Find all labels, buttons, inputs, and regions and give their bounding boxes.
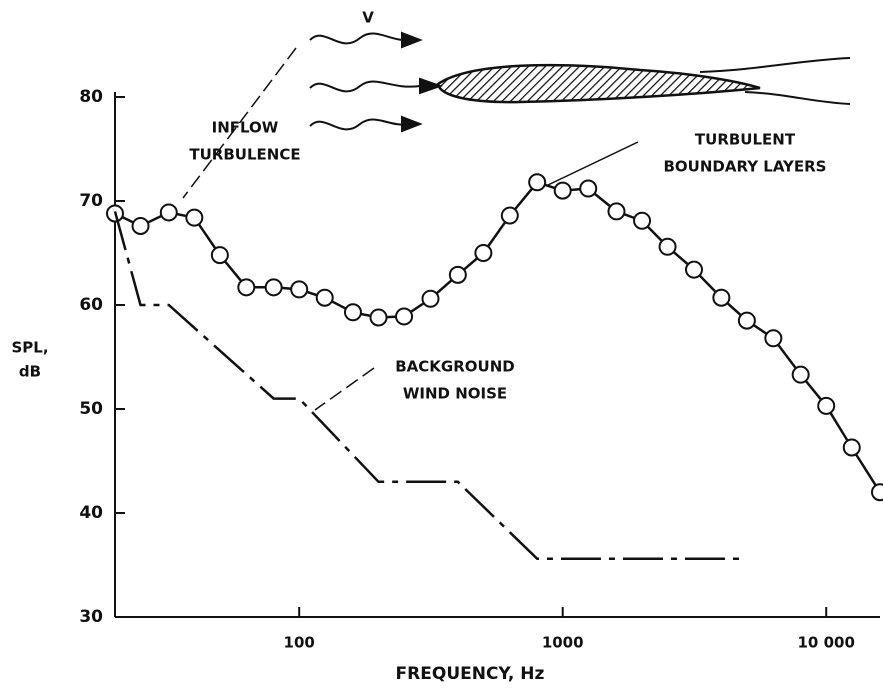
data-point <box>421 289 440 308</box>
data-point <box>210 246 229 265</box>
data-point <box>369 308 388 327</box>
data-point <box>658 237 677 256</box>
data-point <box>553 181 572 200</box>
data-point <box>528 173 547 192</box>
y-axis-label: SPL, <box>11 339 48 357</box>
data-point <box>315 288 334 307</box>
data-point <box>290 280 309 299</box>
data-point <box>264 278 283 297</box>
data-point <box>448 265 467 284</box>
y-tick-label: 30 <box>79 607 103 627</box>
y-tick-label: 70 <box>79 191 103 211</box>
annotation: BACKGROUND <box>395 358 514 376</box>
annotation: INFLOW <box>212 119 279 137</box>
y-tick-label: 60 <box>79 295 103 315</box>
x-tick-label: 10 000 <box>798 634 855 652</box>
data-point <box>633 211 652 230</box>
data-point <box>817 396 836 415</box>
data-point <box>237 278 256 297</box>
y-tick-label: 50 <box>79 399 103 419</box>
data-point <box>500 206 519 225</box>
annotation: TURBULENT <box>695 131 796 149</box>
data-point <box>395 307 414 326</box>
data-point <box>579 179 598 198</box>
data-point <box>474 244 493 262</box>
annotation: TURBULENCE <box>189 146 300 164</box>
data-point <box>685 260 704 279</box>
data-point <box>159 203 178 222</box>
annotation: WIND NOISE <box>403 385 507 403</box>
data-point <box>343 303 362 322</box>
airfoil-sketch <box>182 31 851 411</box>
x-axis-label: FREQUENCY, Hz <box>396 664 545 684</box>
data-point <box>607 202 626 221</box>
y-tick-label: 40 <box>79 503 103 523</box>
data-point <box>737 311 756 330</box>
data-point <box>712 288 731 307</box>
x-tick-label: 1000 <box>542 634 584 652</box>
annotation: V <box>362 9 374 27</box>
data-point <box>185 208 204 227</box>
y-axis-label: dB <box>19 363 41 381</box>
series-line <box>113 211 747 561</box>
data-point <box>842 438 861 457</box>
data-point <box>764 329 783 348</box>
data-point <box>131 216 150 235</box>
data-point <box>871 483 883 502</box>
x-tick-label: 100 <box>284 634 315 652</box>
annotation: BOUNDARY LAYERS <box>664 158 827 176</box>
y-tick-label: 80 <box>79 87 103 107</box>
data-point <box>791 365 810 384</box>
